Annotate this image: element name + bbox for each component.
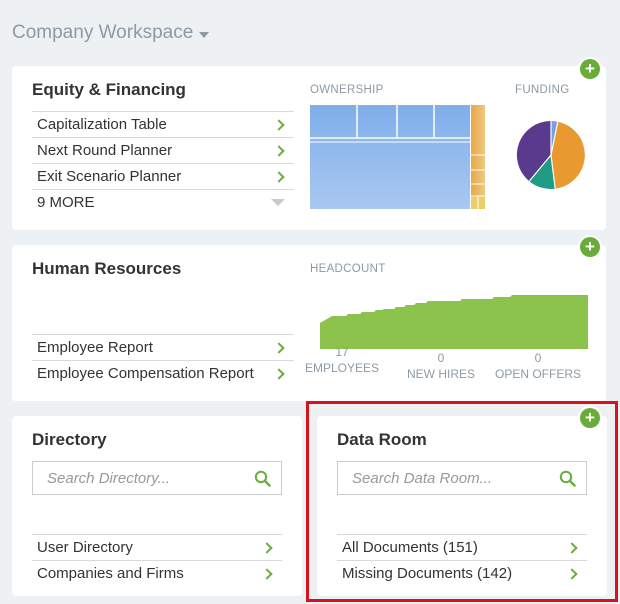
list-item-label: Employee Compensation Report bbox=[37, 365, 254, 382]
list-item-label: User Directory bbox=[37, 539, 133, 556]
list-item-label: All Documents (151) bbox=[342, 539, 478, 556]
stat-value: 0 bbox=[437, 351, 445, 365]
caret-down-icon bbox=[199, 31, 210, 38]
dataroom-search[interactable] bbox=[337, 461, 587, 495]
list-item-capitalization-table[interactable]: Capitalization Table bbox=[32, 111, 294, 137]
directory-title: Directory bbox=[32, 430, 107, 449]
chevron-down-icon bbox=[271, 199, 285, 206]
chevron-right-icon bbox=[273, 144, 285, 157]
stat-employees: 17 EMPLOYEES bbox=[302, 345, 382, 375]
equity-card: Equity & Financing Capitalization Table … bbox=[12, 66, 606, 230]
chevron-right-icon bbox=[273, 118, 285, 131]
directory-list: User Directory Companies and Firms bbox=[32, 534, 282, 586]
funding-label: FUNDING bbox=[515, 84, 570, 96]
list-item-label: Next Round Planner bbox=[37, 142, 173, 159]
more-items-toggle[interactable]: 9 MORE bbox=[32, 189, 294, 215]
dataroom-search-input[interactable] bbox=[352, 469, 559, 487]
ownership-label: OWNERSHIP bbox=[310, 84, 384, 96]
chevron-right-icon bbox=[261, 567, 273, 580]
stat-new-hires: 0 NEW HIRES bbox=[401, 351, 481, 381]
headcount-label: HEADCOUNT bbox=[310, 263, 386, 275]
hr-card: Human Resources Employee Report Employee… bbox=[12, 245, 606, 401]
hr-list: Employee Report Employee Compensation Re… bbox=[32, 334, 294, 386]
directory-search[interactable] bbox=[32, 461, 282, 495]
directory-card: Directory User Directory Companies and F… bbox=[12, 416, 302, 596]
workspace-switcher[interactable]: Company Workspace bbox=[12, 22, 210, 44]
ownership-treemap[interactable] bbox=[310, 105, 485, 209]
directory-search-input[interactable] bbox=[47, 469, 254, 487]
chevron-right-icon bbox=[566, 541, 578, 554]
dataroom-title: Data Room bbox=[337, 430, 427, 449]
search-icon[interactable] bbox=[559, 470, 576, 487]
list-item-label: Companies and Firms bbox=[37, 565, 184, 582]
stat-open-offers: 0 OPEN OFFERS bbox=[495, 351, 581, 381]
list-item-label: Employee Report bbox=[37, 339, 153, 356]
headcount-area-chart[interactable] bbox=[310, 283, 588, 349]
stat-label: NEW HIRES bbox=[406, 367, 475, 381]
chevron-right-icon bbox=[273, 170, 285, 183]
workspace-title: Company Workspace bbox=[12, 22, 194, 43]
list-item-label: Capitalization Table bbox=[37, 116, 167, 133]
hr-title: Human Resources bbox=[32, 259, 182, 278]
list-item-all-documents[interactable]: All Documents (151) bbox=[337, 534, 587, 560]
equity-title: Equity & Financing bbox=[32, 80, 186, 99]
list-item-label: Missing Documents (142) bbox=[342, 565, 513, 582]
equity-list: Capitalization Table Next Round Planner … bbox=[32, 111, 294, 215]
funding-pie[interactable] bbox=[515, 119, 587, 191]
list-item-exit-scenario-planner[interactable]: Exit Scenario Planner bbox=[32, 163, 294, 189]
dataroom-card: Data Room All Documents (151) Missing Do… bbox=[317, 416, 607, 596]
list-item-companies-and-firms[interactable]: Companies and Firms bbox=[32, 560, 282, 586]
list-item-label: Exit Scenario Planner bbox=[37, 168, 182, 185]
list-item-user-directory[interactable]: User Directory bbox=[32, 534, 282, 560]
chevron-right-icon bbox=[273, 341, 285, 354]
stat-label: EMPLOYEES bbox=[304, 361, 380, 375]
list-item-employee-compensation-report[interactable]: Employee Compensation Report bbox=[32, 360, 294, 386]
chevron-right-icon bbox=[261, 541, 273, 554]
list-item-missing-documents[interactable]: Missing Documents (142) bbox=[337, 560, 587, 586]
more-label: 9 MORE bbox=[37, 194, 95, 211]
list-item-next-round-planner[interactable]: Next Round Planner bbox=[32, 137, 294, 163]
chevron-right-icon bbox=[273, 367, 285, 380]
stat-value: 0 bbox=[534, 351, 542, 365]
stat-label: OPEN OFFERS bbox=[495, 367, 582, 381]
chevron-right-icon bbox=[566, 567, 578, 580]
add-dataroom-button[interactable]: + bbox=[580, 408, 600, 428]
list-item-employee-report[interactable]: Employee Report bbox=[32, 334, 294, 360]
add-hr-button[interactable]: + bbox=[580, 237, 600, 257]
add-equity-button[interactable]: + bbox=[580, 59, 600, 79]
stat-value: 17 bbox=[335, 345, 349, 359]
search-icon[interactable] bbox=[254, 470, 271, 487]
dataroom-list: All Documents (151) Missing Documents (1… bbox=[337, 534, 587, 586]
